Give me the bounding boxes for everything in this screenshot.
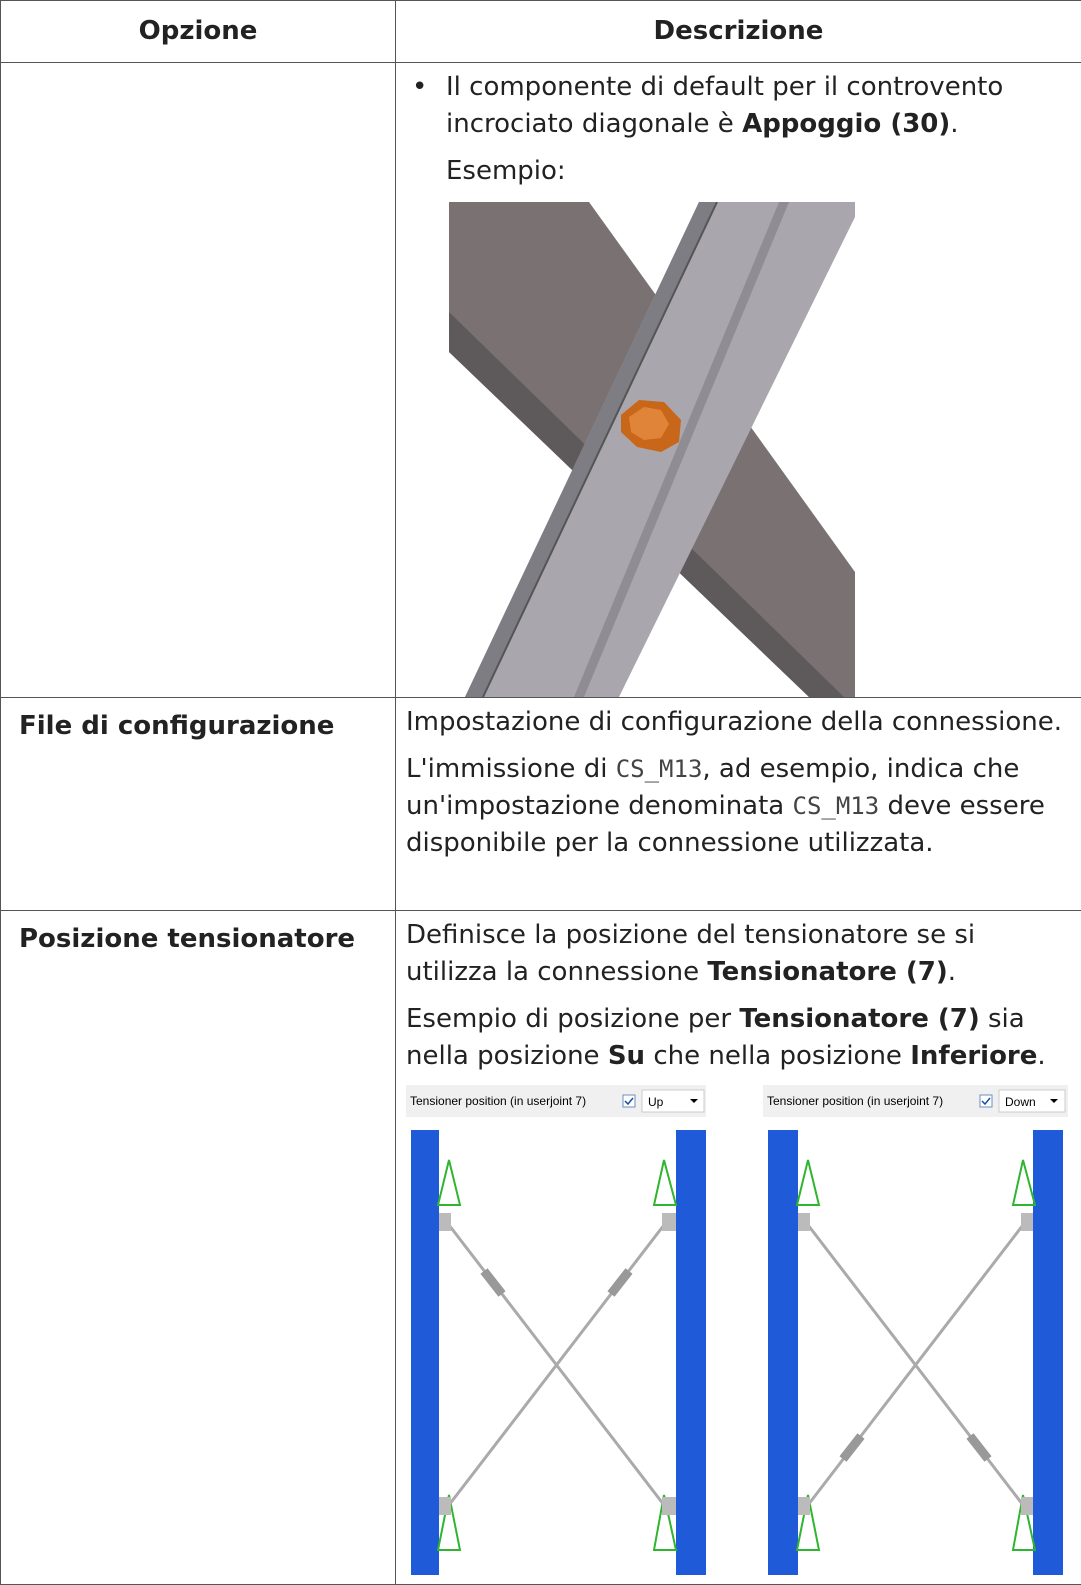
paragraph: Esempio: xyxy=(406,153,1071,190)
text-run: . xyxy=(950,109,958,139)
code-text: CS_M13 xyxy=(793,792,880,820)
option-cell: File di configurazione xyxy=(1,698,396,911)
text-run: Esempio: xyxy=(446,156,566,186)
bullet-list: Il componente di default per il controve… xyxy=(406,69,1071,143)
row: File di configurazione Impostazione di c… xyxy=(1,698,1081,911)
panel-label: Tensioner position (in userjoint 7) xyxy=(767,1094,943,1108)
header: Opzione xyxy=(1,1,396,63)
bold-text: Su xyxy=(608,1041,645,1071)
code-text: CS_M13 xyxy=(616,755,703,783)
bold-text: Inferiore xyxy=(910,1041,1037,1071)
option-cell xyxy=(1,63,396,698)
paragraph: Definisce la posizione del tensionatore … xyxy=(406,917,1071,991)
description-cell: Il componente di default per il controve… xyxy=(396,63,1081,698)
text-run: L'immissione di xyxy=(406,754,616,784)
text-run: Esempio di posizione per xyxy=(406,1004,739,1034)
paragraph: Impostazione di configurazione della con… xyxy=(406,704,1071,741)
dropdown-value: Up xyxy=(648,1095,664,1109)
header: Descrizione xyxy=(396,1,1081,63)
text-run: che nella posizione xyxy=(645,1041,910,1071)
bold-text: Tensionatore (7) xyxy=(739,1004,979,1034)
paragraph: Esempio di posizione per Tensionatore (7… xyxy=(406,1001,1071,1075)
text-run: . xyxy=(948,957,956,987)
row: Posizione tensionatore Definisce la posi… xyxy=(1,911,1081,1585)
option-cell: Posizione tensionatore xyxy=(1,911,396,1585)
bold-text: Tensionatore (7) xyxy=(707,957,947,987)
beam-image xyxy=(449,202,855,697)
bold-text: Appoggio (30) xyxy=(742,109,950,139)
panel-up: Tensioner position (in userjoint 7) Up xyxy=(406,1085,706,1575)
row: Il componente di default per il controve… xyxy=(1,63,1081,698)
text-run: . xyxy=(1037,1041,1045,1071)
bullet: Il componente di default per il controve… xyxy=(446,69,1071,143)
tensioner-figure: Tensioner position (in userjoint 7) Up xyxy=(406,1085,1071,1580)
header-row: Opzione Descrizione xyxy=(1,1,1081,63)
panel-down: Tensioner position (in userjoint 7) Down xyxy=(763,1085,1068,1575)
paragraph: L'immissione di CS_M13, ad esempio, indi… xyxy=(406,751,1071,862)
description-cell: Impostazione di configurazione della con… xyxy=(396,698,1081,911)
text-run: Impostazione di configurazione della con… xyxy=(406,707,1062,737)
panel-label: Tensioner position (in userjoint 7) xyxy=(410,1094,586,1108)
dropdown-value: Down xyxy=(1005,1095,1036,1109)
description-cell: Definisce la posizione del tensionatore … xyxy=(396,911,1081,1585)
